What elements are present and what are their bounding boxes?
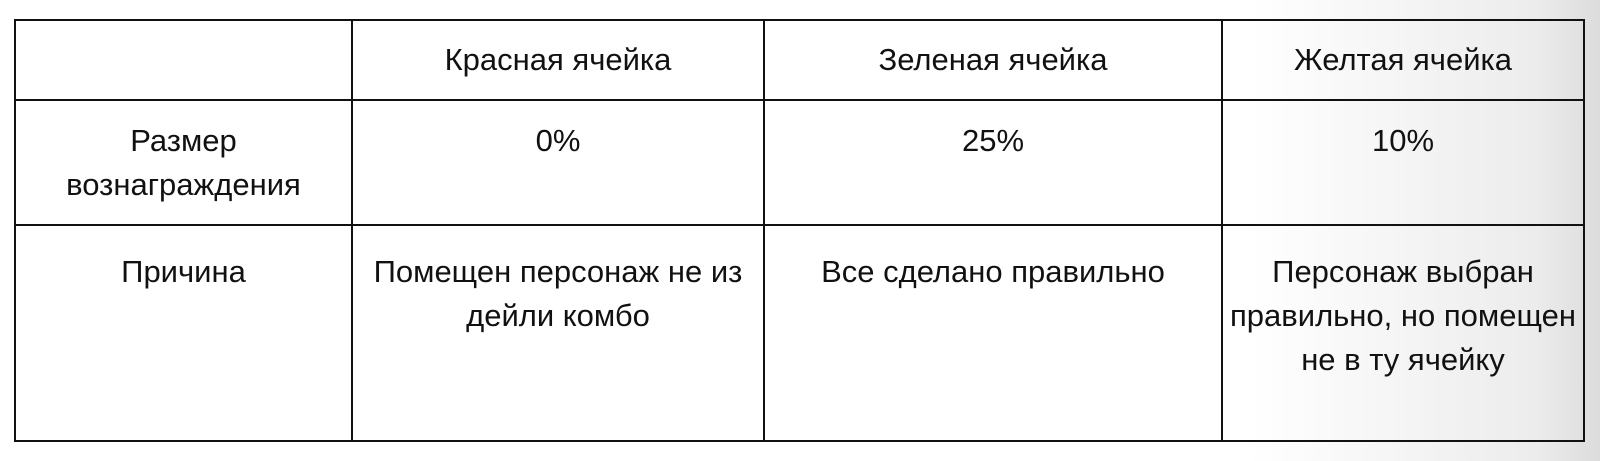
table-row-reason: Причина Помещен персонаж не из дейли ком… [14,224,1585,442]
cell-yellow: Персонаж выбран правильно, но помещен не… [1221,224,1585,442]
header-green-cell: Зеленая ячейка [763,19,1223,101]
reward-table: Красная ячейка Зеленая ячейка Желтая яче… [14,19,1585,442]
cell-green: 25% [763,99,1223,226]
header-yellow-cell: Желтая ячейка [1221,19,1585,101]
table-header-row: Красная ячейка Зеленая ячейка Желтая яче… [14,19,1585,101]
cell-red: 0% [351,99,765,226]
row-label: Причина [14,224,353,442]
table-row-reward-size: Размер вознаграждения 0% 25% 10% [14,99,1585,226]
cell-yellow: 10% [1221,99,1585,226]
cell-green: Все сделано правильно [763,224,1223,442]
header-red-cell: Красная ячейка [351,19,765,101]
cell-red: Помещен персонаж не из дейли комбо [351,224,765,442]
row-label: Размер вознаграждения [14,99,353,226]
header-empty-cell [14,19,353,101]
